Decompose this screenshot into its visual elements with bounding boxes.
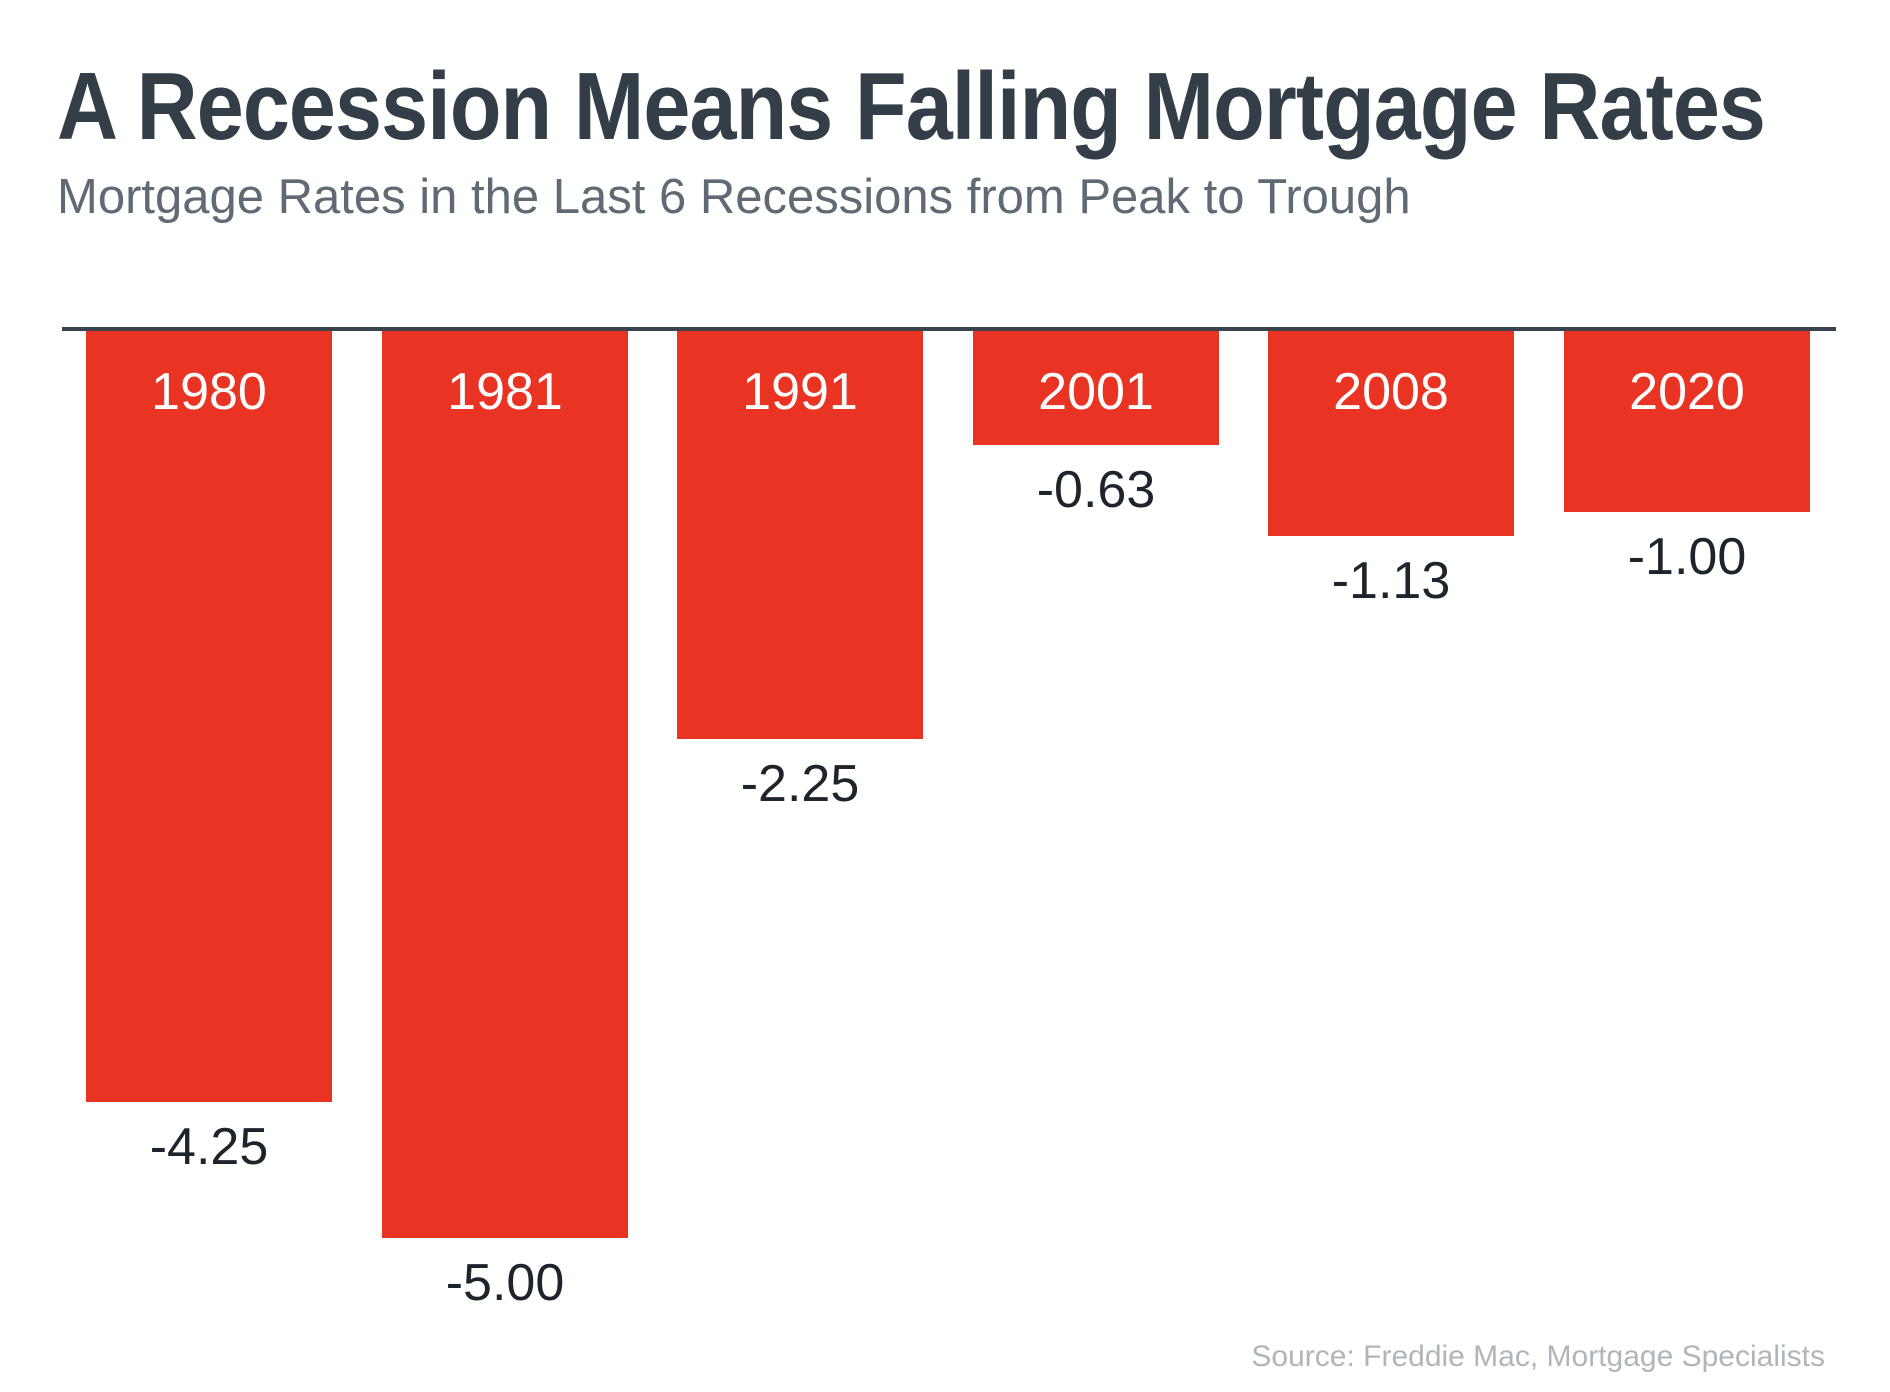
bar-value-label: -4.25 [149, 1118, 269, 1176]
source-credit: Source: Freddie Mac, Mortgage Specialist… [1251, 1340, 1825, 1373]
bar-value-label: -1.13 [1331, 552, 1451, 610]
bar-year-label: 2020 [1629, 363, 1745, 421]
bar-1991: 1991 [677, 331, 923, 739]
bar-value-label: -0.63 [1036, 461, 1156, 519]
bar-year-label: 1980 [151, 363, 267, 421]
chart-subtitle: Mortgage Rates in the Last 6 Recessions … [57, 170, 1411, 224]
bar-group-1991: 1991 -2.25 [677, 331, 923, 810]
baseline-axis [62, 327, 1836, 331]
bar-group-2001: 2001 -0.63 [973, 331, 1219, 516]
bar-group-2020: 2020 -1.00 [1564, 331, 1810, 583]
bar-year-label: 1991 [742, 363, 858, 421]
bar-1981: 1981 [382, 331, 628, 1238]
bar-value-label: -5.00 [445, 1254, 565, 1312]
bars-container: 1980 -4.25 1981 -5.00 1991 -2.25 2001 -0.63 2008… [86, 331, 1860, 1351]
bar-value-label: -1.00 [1627, 528, 1747, 586]
bar-group-2008: 2008 -1.13 [1268, 331, 1514, 607]
bar-group-1981: 1981 -5.00 [382, 331, 628, 1309]
bar-year-label: 2008 [1333, 363, 1449, 421]
chart-title: A Recession Means Falling Mortgage Rates [57, 53, 1766, 160]
bar-value-label: -2.25 [740, 755, 860, 813]
bar-1980: 1980 [86, 331, 332, 1102]
bar-2001: 2001 [973, 331, 1219, 445]
bar-group-1980: 1980 -4.25 [86, 331, 332, 1173]
bar-2008: 2008 [1268, 331, 1514, 536]
bar-year-label: 2001 [1038, 363, 1154, 421]
bar-year-label: 1981 [447, 363, 563, 421]
bar-2020: 2020 [1564, 331, 1810, 512]
